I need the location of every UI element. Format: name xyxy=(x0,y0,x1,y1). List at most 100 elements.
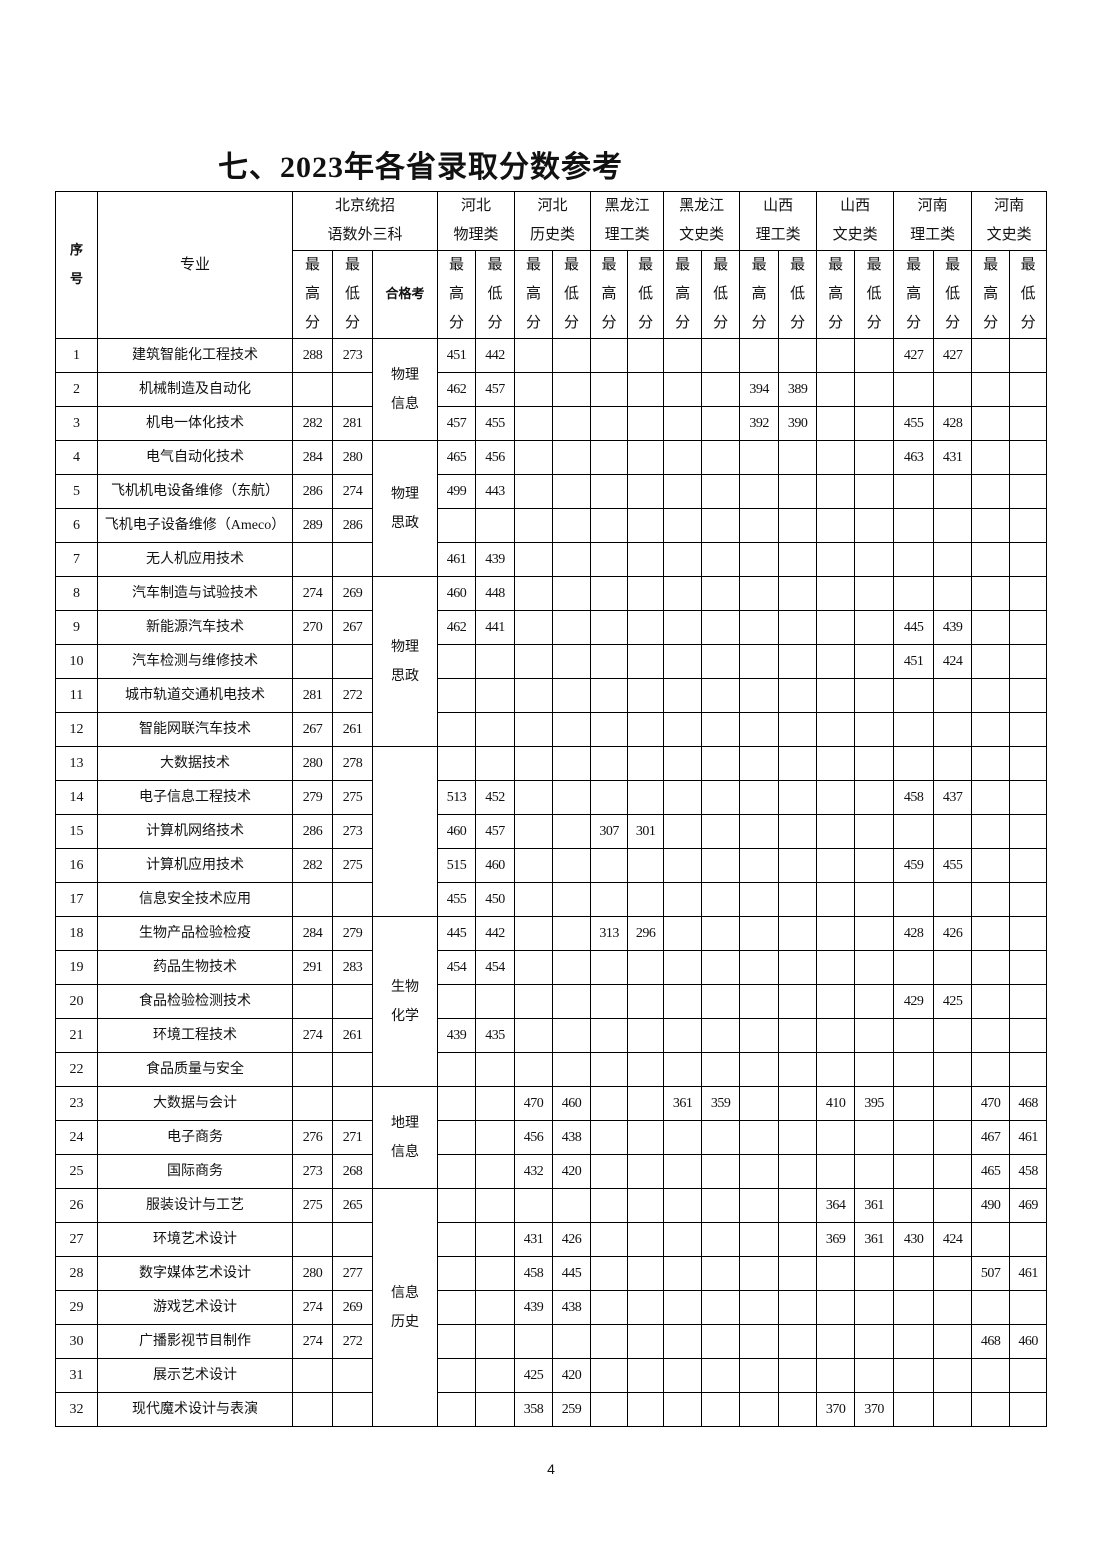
province-min-score xyxy=(475,1120,516,1155)
province-min-score xyxy=(854,950,895,985)
row-number: 25 xyxy=(55,1154,98,1189)
province-min-score xyxy=(627,576,665,611)
province-max-score xyxy=(514,508,554,543)
province-max-score xyxy=(816,678,856,713)
province-min-score xyxy=(1009,780,1048,815)
province-min-score xyxy=(1009,338,1048,373)
province-max-score xyxy=(590,338,629,373)
major-name: 电子商务 xyxy=(97,1120,293,1155)
beijing-min: 265 xyxy=(332,1188,373,1223)
province-min-score xyxy=(854,984,895,1019)
province-max-score xyxy=(663,1324,703,1359)
province-max-score xyxy=(590,984,629,1019)
province-min-score xyxy=(854,814,895,849)
province-min-score xyxy=(933,712,973,747)
province-min-score xyxy=(552,746,592,781)
province-min-score xyxy=(552,1018,592,1053)
province-min-score xyxy=(552,542,592,577)
province-min-score xyxy=(778,474,818,509)
province-max-score xyxy=(437,712,477,747)
province-max-score xyxy=(739,882,780,917)
beijing-min: 280 xyxy=(332,440,373,475)
province-min-score: 439 xyxy=(475,542,516,577)
province-max-score xyxy=(663,712,703,747)
header-min-score-text: 分 xyxy=(1020,315,1036,331)
province-max-score xyxy=(437,1052,477,1087)
province-min-score xyxy=(854,1120,895,1155)
province-min-score xyxy=(1009,542,1048,577)
header-min-score-text: 低 xyxy=(945,286,961,302)
beijing-max xyxy=(292,1052,333,1087)
beijing-min xyxy=(332,882,373,917)
qualification-subjects-text: 信息 xyxy=(391,396,420,412)
table-row: 12 智能网联汽车技术 267 261 xyxy=(55,712,1048,747)
province-max-score xyxy=(514,1018,554,1053)
header-row-groups: 序号专业 北京统招 语数外三科 河北 物理类 河北 历史类 黑龙江 理工类 黑龙江 文史类 山西 理工类… xyxy=(55,191,1048,339)
province-min-score xyxy=(627,1256,665,1291)
province-max-score: 456 xyxy=(514,1120,554,1155)
province-min-score xyxy=(778,712,818,747)
province-min-score xyxy=(778,1290,818,1325)
province-max-score xyxy=(590,1120,629,1155)
province-min-score: 460 xyxy=(1009,1324,1048,1359)
province-min-score: 443 xyxy=(475,474,516,509)
province-max-score: 463 xyxy=(893,440,935,475)
province-max-score xyxy=(739,780,780,815)
province-max-score xyxy=(816,950,856,985)
province-min-score xyxy=(933,1052,973,1087)
province-min-score xyxy=(701,1392,741,1427)
province-max-score xyxy=(663,576,703,611)
province-max-score xyxy=(590,1290,629,1325)
province-max-score: 462 xyxy=(437,610,477,645)
beijing-min: 272 xyxy=(332,1324,373,1359)
province-min-score xyxy=(627,474,665,509)
province-min-score xyxy=(933,1018,973,1053)
province-max-score xyxy=(893,1154,935,1189)
province-min-score xyxy=(701,440,741,475)
province-max-score: 460 xyxy=(437,576,477,611)
qualification-subjects: 生物 化学 xyxy=(371,916,439,1087)
province-max-score xyxy=(514,644,554,679)
major-name: 食品质量与安全 xyxy=(97,1052,293,1087)
row-number: 20 xyxy=(55,984,98,1019)
province-min-score xyxy=(778,814,818,849)
major-name: 汽车检测与维修技术 xyxy=(97,644,293,679)
header-beijing-text: 北京统招 xyxy=(335,198,396,214)
row-number: 30 xyxy=(55,1324,98,1359)
province-max-score xyxy=(663,440,703,475)
province-min-score xyxy=(552,508,592,543)
row-number: 29 xyxy=(55,1290,98,1325)
table-row: 3 机电一体化技术 282 281 457 455 392 390 455 428 xyxy=(55,406,1048,441)
province-max-score xyxy=(739,1018,780,1053)
beijing-max xyxy=(292,882,333,917)
province-min-score xyxy=(778,1324,818,1359)
province-min-score xyxy=(552,916,592,951)
beijing-max: 270 xyxy=(292,610,333,645)
major-name: 计算机网络技术 xyxy=(97,814,293,849)
header-max-score: 最高分 xyxy=(663,250,703,339)
province-max-score xyxy=(590,1188,629,1223)
beijing-max xyxy=(292,542,333,577)
table-row: 26 服装设计与工艺 275 265 信息 历史 364 361 490 469 xyxy=(55,1188,1048,1427)
province-max-score: 431 xyxy=(514,1222,554,1257)
beijing-max xyxy=(292,644,333,679)
province-max-score xyxy=(971,338,1011,373)
province-max-score xyxy=(816,372,856,407)
province-max-score: 432 xyxy=(514,1154,554,1189)
row-number: 18 xyxy=(55,916,98,951)
province-max-score xyxy=(971,1052,1011,1087)
province-min-score: 424 xyxy=(933,1222,973,1257)
province-min-score xyxy=(778,1086,818,1121)
table-row: 7 无人机应用技术 461 439 xyxy=(55,542,1048,577)
major-name: 展示艺术设计 xyxy=(97,1358,293,1393)
province-max-score xyxy=(514,780,554,815)
table-row: 10 汽车检测与维修技术 451 424 xyxy=(55,644,1048,679)
province-min-score xyxy=(933,1392,973,1427)
beijing-min xyxy=(332,1392,373,1427)
row-number: 16 xyxy=(55,848,98,883)
row-number: 8 xyxy=(55,576,98,611)
province-min-score xyxy=(475,644,516,679)
province-min-score xyxy=(854,610,895,645)
province-max-score xyxy=(739,984,780,1019)
province-max-score: 358 xyxy=(514,1392,554,1427)
